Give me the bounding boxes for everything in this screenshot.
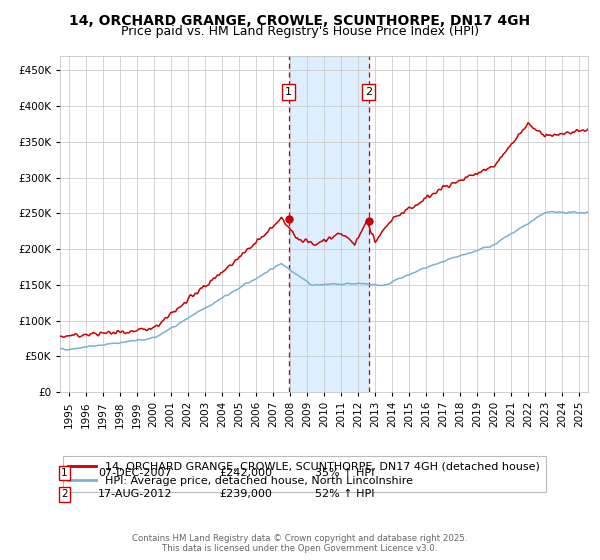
Legend: 14, ORCHARD GRANGE, CROWLE, SCUNTHORPE, DN17 4GH (detached house), HPI: Average : 14, ORCHARD GRANGE, CROWLE, SCUNTHORPE, … xyxy=(63,456,545,492)
Text: 2: 2 xyxy=(61,489,68,500)
Text: Contains HM Land Registry data © Crown copyright and database right 2025.
This d: Contains HM Land Registry data © Crown c… xyxy=(132,534,468,553)
Text: £239,000: £239,000 xyxy=(219,489,272,500)
Text: 2: 2 xyxy=(365,87,372,97)
Bar xyxy=(289,56,368,392)
Text: Price paid vs. HM Land Registry's House Price Index (HPI): Price paid vs. HM Land Registry's House … xyxy=(121,25,479,38)
Text: 35% ↑ HPI: 35% ↑ HPI xyxy=(315,468,374,478)
Text: £242,000: £242,000 xyxy=(219,468,272,478)
Text: 52% ↑ HPI: 52% ↑ HPI xyxy=(315,489,374,500)
Text: 1: 1 xyxy=(61,468,68,478)
Text: 14, ORCHARD GRANGE, CROWLE, SCUNTHORPE, DN17 4GH: 14, ORCHARD GRANGE, CROWLE, SCUNTHORPE, … xyxy=(70,14,530,28)
Text: 1: 1 xyxy=(285,87,292,97)
Text: 17-AUG-2012: 17-AUG-2012 xyxy=(98,489,172,500)
Text: 07-DEC-2007: 07-DEC-2007 xyxy=(98,468,172,478)
